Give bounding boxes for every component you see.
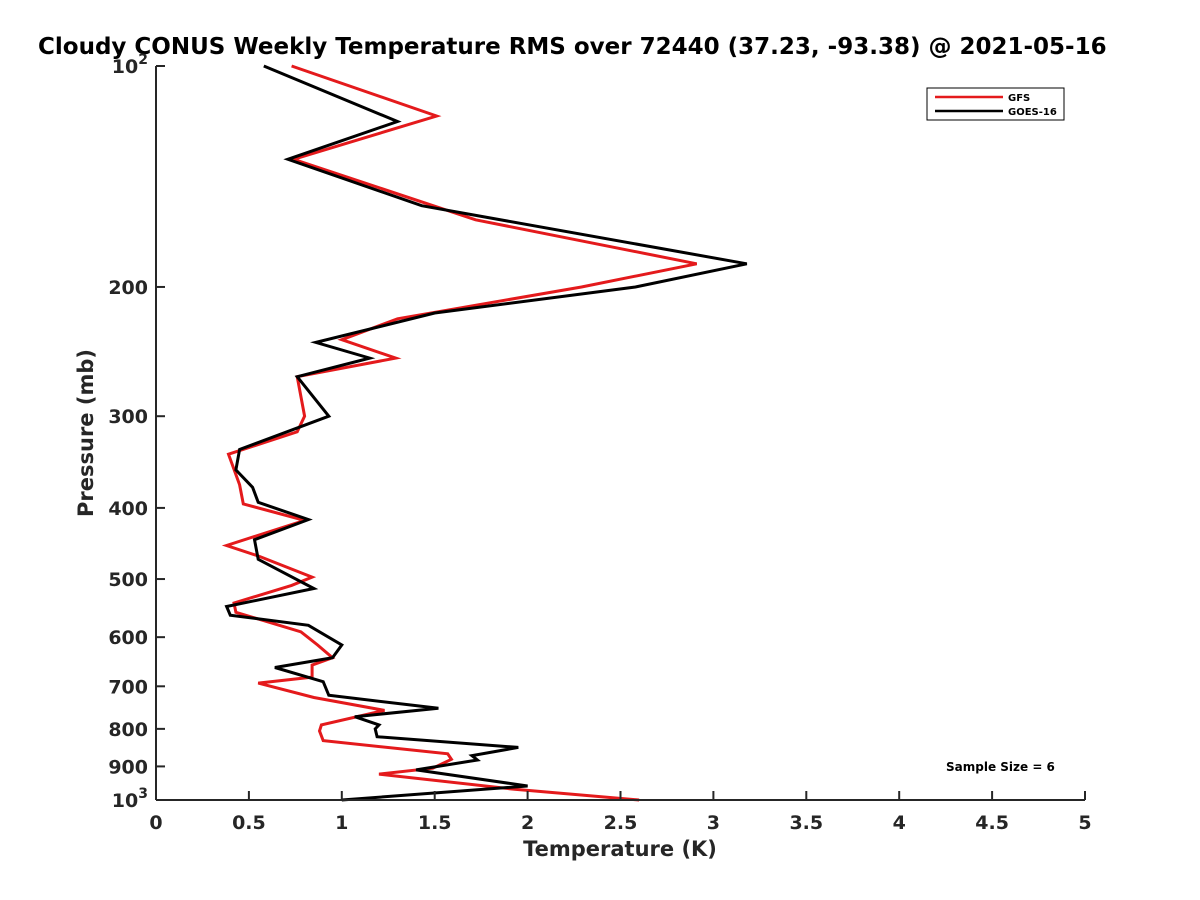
legend-label-gfs: GFS — [1008, 93, 1030, 104]
x-tick-label: 3.5 — [789, 812, 823, 834]
sample-size-annotation: Sample Size = 6 — [946, 760, 1055, 774]
y-tick-label: 600 — [108, 627, 148, 649]
legend: GFS GOES-16 — [926, 87, 1065, 121]
y-tick-label: 500 — [108, 569, 148, 591]
x-axis-label: Temperature (K) — [523, 837, 717, 861]
x-tick-label: 3 — [707, 812, 720, 834]
legend-label-goes16: GOES-16 — [1008, 107, 1057, 118]
y-tick-label: 200 — [108, 277, 148, 299]
x-tick-label: 2 — [521, 812, 534, 834]
x-tick-label: 5 — [1078, 812, 1091, 834]
x-tick-label: 1 — [335, 812, 348, 834]
y-tick-label: 102 — [112, 52, 148, 78]
y-tick-label: 400 — [108, 498, 148, 520]
y-axis-label: Pressure (mb) — [74, 349, 98, 517]
x-tick-label: 0 — [149, 812, 162, 834]
x-tick-label: 1.5 — [418, 812, 452, 834]
y-tick-label: 700 — [108, 676, 148, 698]
x-tick-label: 0.5 — [232, 812, 266, 834]
series-layer — [221, 64, 748, 802]
chart-title: Cloudy CONUS Weekly Temperature RMS over… — [38, 34, 1107, 60]
y-tick-label: 900 — [108, 756, 148, 778]
x-tick-label: 2.5 — [604, 812, 638, 834]
y-tick-label: 300 — [108, 406, 148, 428]
series-line-goes16 — [224, 64, 748, 802]
y-tick-label: 103 — [112, 786, 148, 812]
legend-box — [926, 87, 1065, 121]
x-tick-label: 4 — [893, 812, 906, 834]
x-tick-label: 4.5 — [975, 812, 1009, 834]
y-tick-label: 800 — [108, 719, 148, 741]
y-ticks: 102 200 300 400 500 600 700 800 900 103 — [108, 52, 165, 812]
x-ticks: 0 0.5 1 1.5 2 2.5 3 3.5 4 4.5 5 — [149, 791, 1092, 834]
